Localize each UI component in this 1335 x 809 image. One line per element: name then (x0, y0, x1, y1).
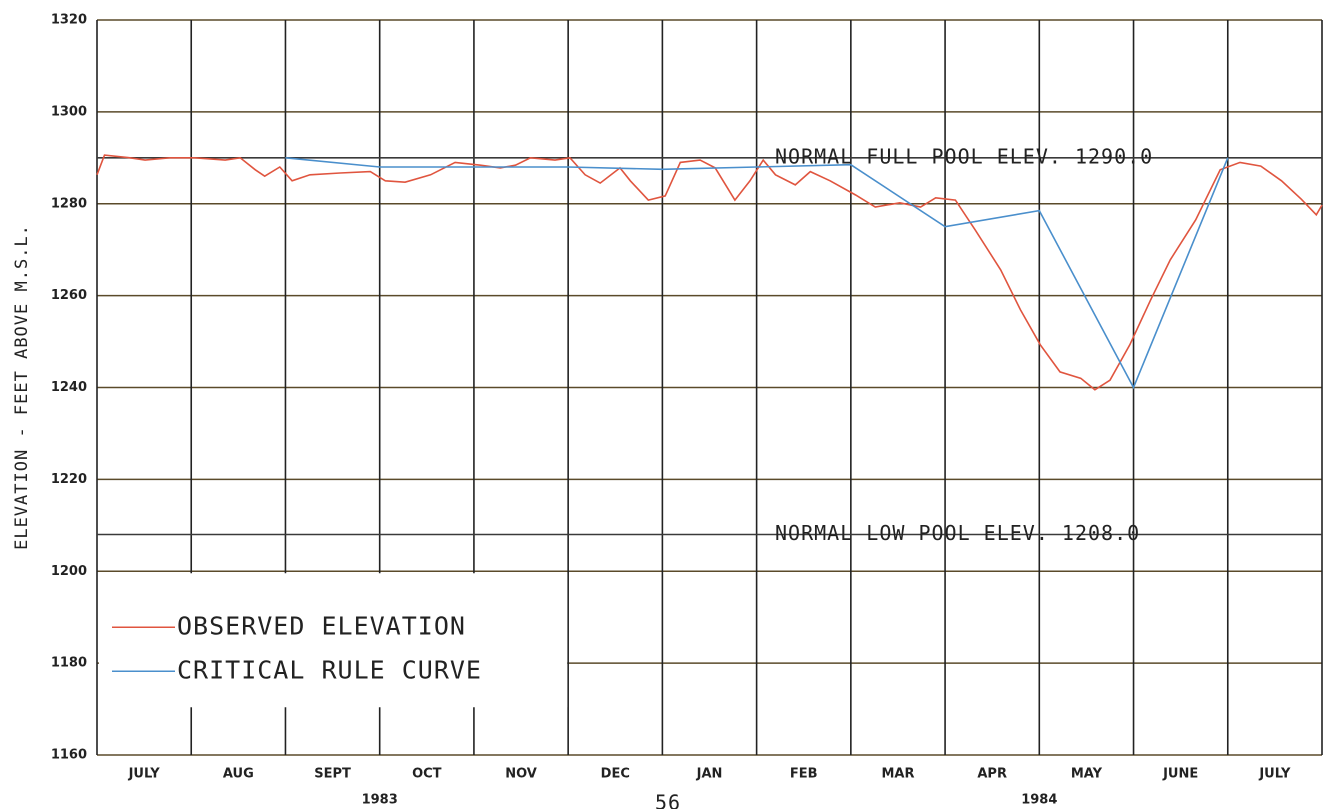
legend-label: OBSERVED ELEVATION (177, 611, 466, 640)
x-tick-label: JULY (128, 767, 161, 782)
y-tick-label: 1180 (51, 656, 87, 671)
year-label: 1984 (1021, 793, 1057, 808)
legend-label: CRITICAL RULE CURVE (177, 655, 482, 684)
x-tick-label: OCT (412, 767, 442, 782)
y-tick-label: 1200 (51, 564, 87, 579)
x-tick-label: MAR (881, 767, 914, 782)
y-tick-label: 1260 (51, 288, 87, 303)
x-tick-label: NOV (505, 767, 537, 782)
x-tick-label: JUNE (1162, 767, 1198, 782)
legend-box (99, 573, 568, 708)
series-line (96, 154, 1323, 391)
reference-label: NORMAL LOW POOL ELEV. 1208.0 (775, 521, 1140, 545)
y-tick-label: 1240 (51, 380, 87, 395)
page-number: 56 (655, 791, 681, 809)
year-label: 1983 (362, 793, 398, 808)
x-tick-label: APR (977, 767, 1007, 782)
x-tick-label: AUG (223, 767, 254, 782)
y-tick-label: 1220 (51, 472, 87, 487)
x-tick-label: JAN (696, 767, 723, 782)
x-tick-label: FEB (790, 767, 818, 782)
series-line (285, 157, 1229, 390)
reference-label: NORMAL FULL POOL ELEV. 1290.0 (775, 144, 1153, 168)
x-tick-label: JULY (1258, 767, 1291, 782)
x-tick-label: SEPT (314, 767, 351, 782)
y-tick-label: 1300 (51, 104, 87, 119)
x-tick-label: MAY (1071, 767, 1103, 782)
y-tick-label: 1280 (51, 196, 87, 211)
y-tick-label: 1320 (51, 13, 87, 28)
y-tick-label: 1160 (51, 748, 87, 763)
x-tick-label: DEC (601, 767, 630, 782)
y-axis-label: ELEVATION - FEET ABOVE M.S.L. (12, 224, 32, 550)
